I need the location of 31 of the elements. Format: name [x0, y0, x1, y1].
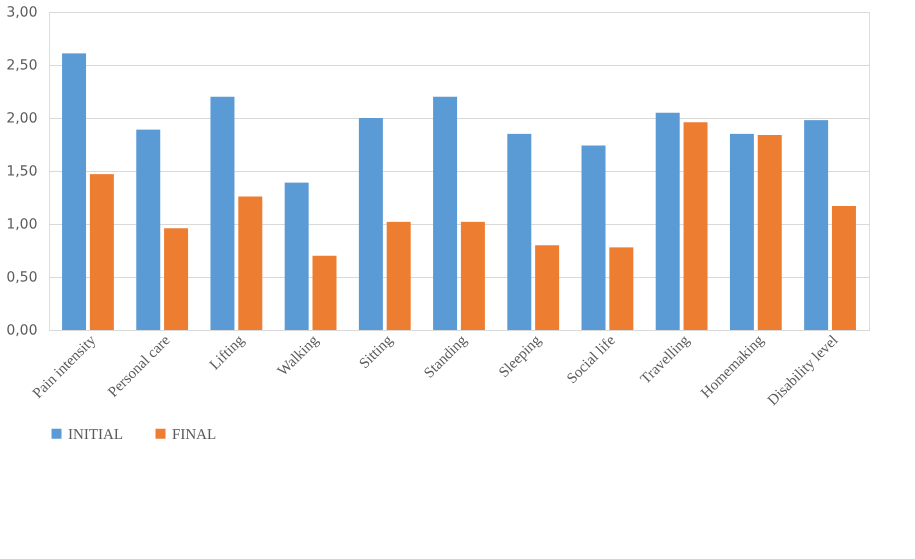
bar	[804, 120, 828, 330]
bar	[62, 53, 86, 330]
bar	[386, 222, 411, 330]
bar	[758, 134, 782, 330]
bar	[460, 222, 485, 330]
y-tick-label: 2,50	[6, 58, 38, 74]
bar	[684, 122, 708, 330]
y-tick-label: 0,00	[6, 322, 38, 338]
y-tick-label: 2,00	[6, 110, 38, 126]
bar	[210, 96, 234, 330]
bar	[433, 96, 458, 330]
bar	[656, 112, 680, 330]
bar	[284, 182, 309, 330]
bar	[164, 228, 188, 330]
bar	[832, 206, 856, 330]
legend-label: INITIAL	[68, 426, 123, 443]
y-tick-label: 0,50	[6, 270, 38, 286]
bar	[582, 146, 606, 330]
bar	[730, 134, 754, 330]
bar	[312, 256, 336, 330]
y-tick-label: 3,00	[6, 4, 38, 20]
bar	[90, 174, 114, 330]
bar	[358, 118, 383, 330]
y-tick-label: 1,00	[6, 216, 38, 232]
y-tick-label: 1,50	[6, 164, 38, 180]
bar	[507, 134, 532, 330]
legend-label: FINAL	[172, 426, 216, 443]
bar	[136, 130, 160, 330]
bar	[535, 245, 560, 330]
bar	[609, 247, 634, 330]
bar	[238, 196, 262, 330]
